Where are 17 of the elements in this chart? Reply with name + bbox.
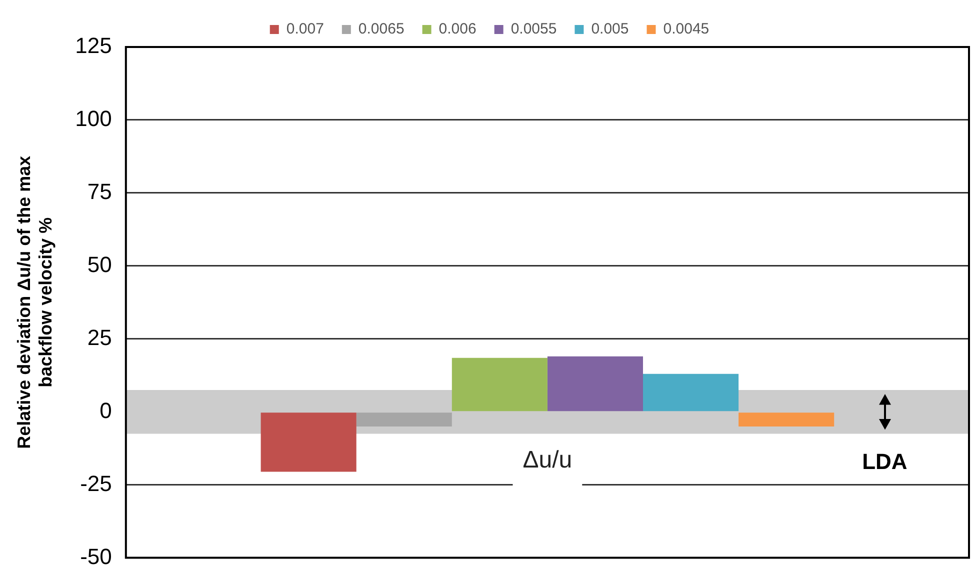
y-tick-label: 25 [87, 324, 112, 350]
y-tick-label: 50 [87, 252, 112, 277]
legend-label: 0.005 [591, 20, 629, 38]
annotation: Δu/u [522, 446, 572, 474]
y-tick-label: -25 [80, 470, 112, 496]
y-tick-label: 0 [100, 398, 112, 423]
legend-label: 0.007 [286, 20, 324, 38]
y-tick-label: -50 [80, 544, 112, 569]
legend-label: 0.0055 [510, 20, 557, 38]
legend-label: 0.0065 [358, 20, 404, 38]
legend-label: 0.006 [438, 20, 476, 38]
band-label: LDA [862, 448, 908, 474]
legend-label: 0.0045 [663, 20, 710, 38]
y-tick-label: 100 [75, 106, 112, 132]
y-tick-label: 75 [87, 179, 112, 204]
y-axis-title: Relative deviation Δu/u of the max backflow velocity % [14, 156, 56, 449]
y-tick-label: 125 [75, 33, 112, 58]
